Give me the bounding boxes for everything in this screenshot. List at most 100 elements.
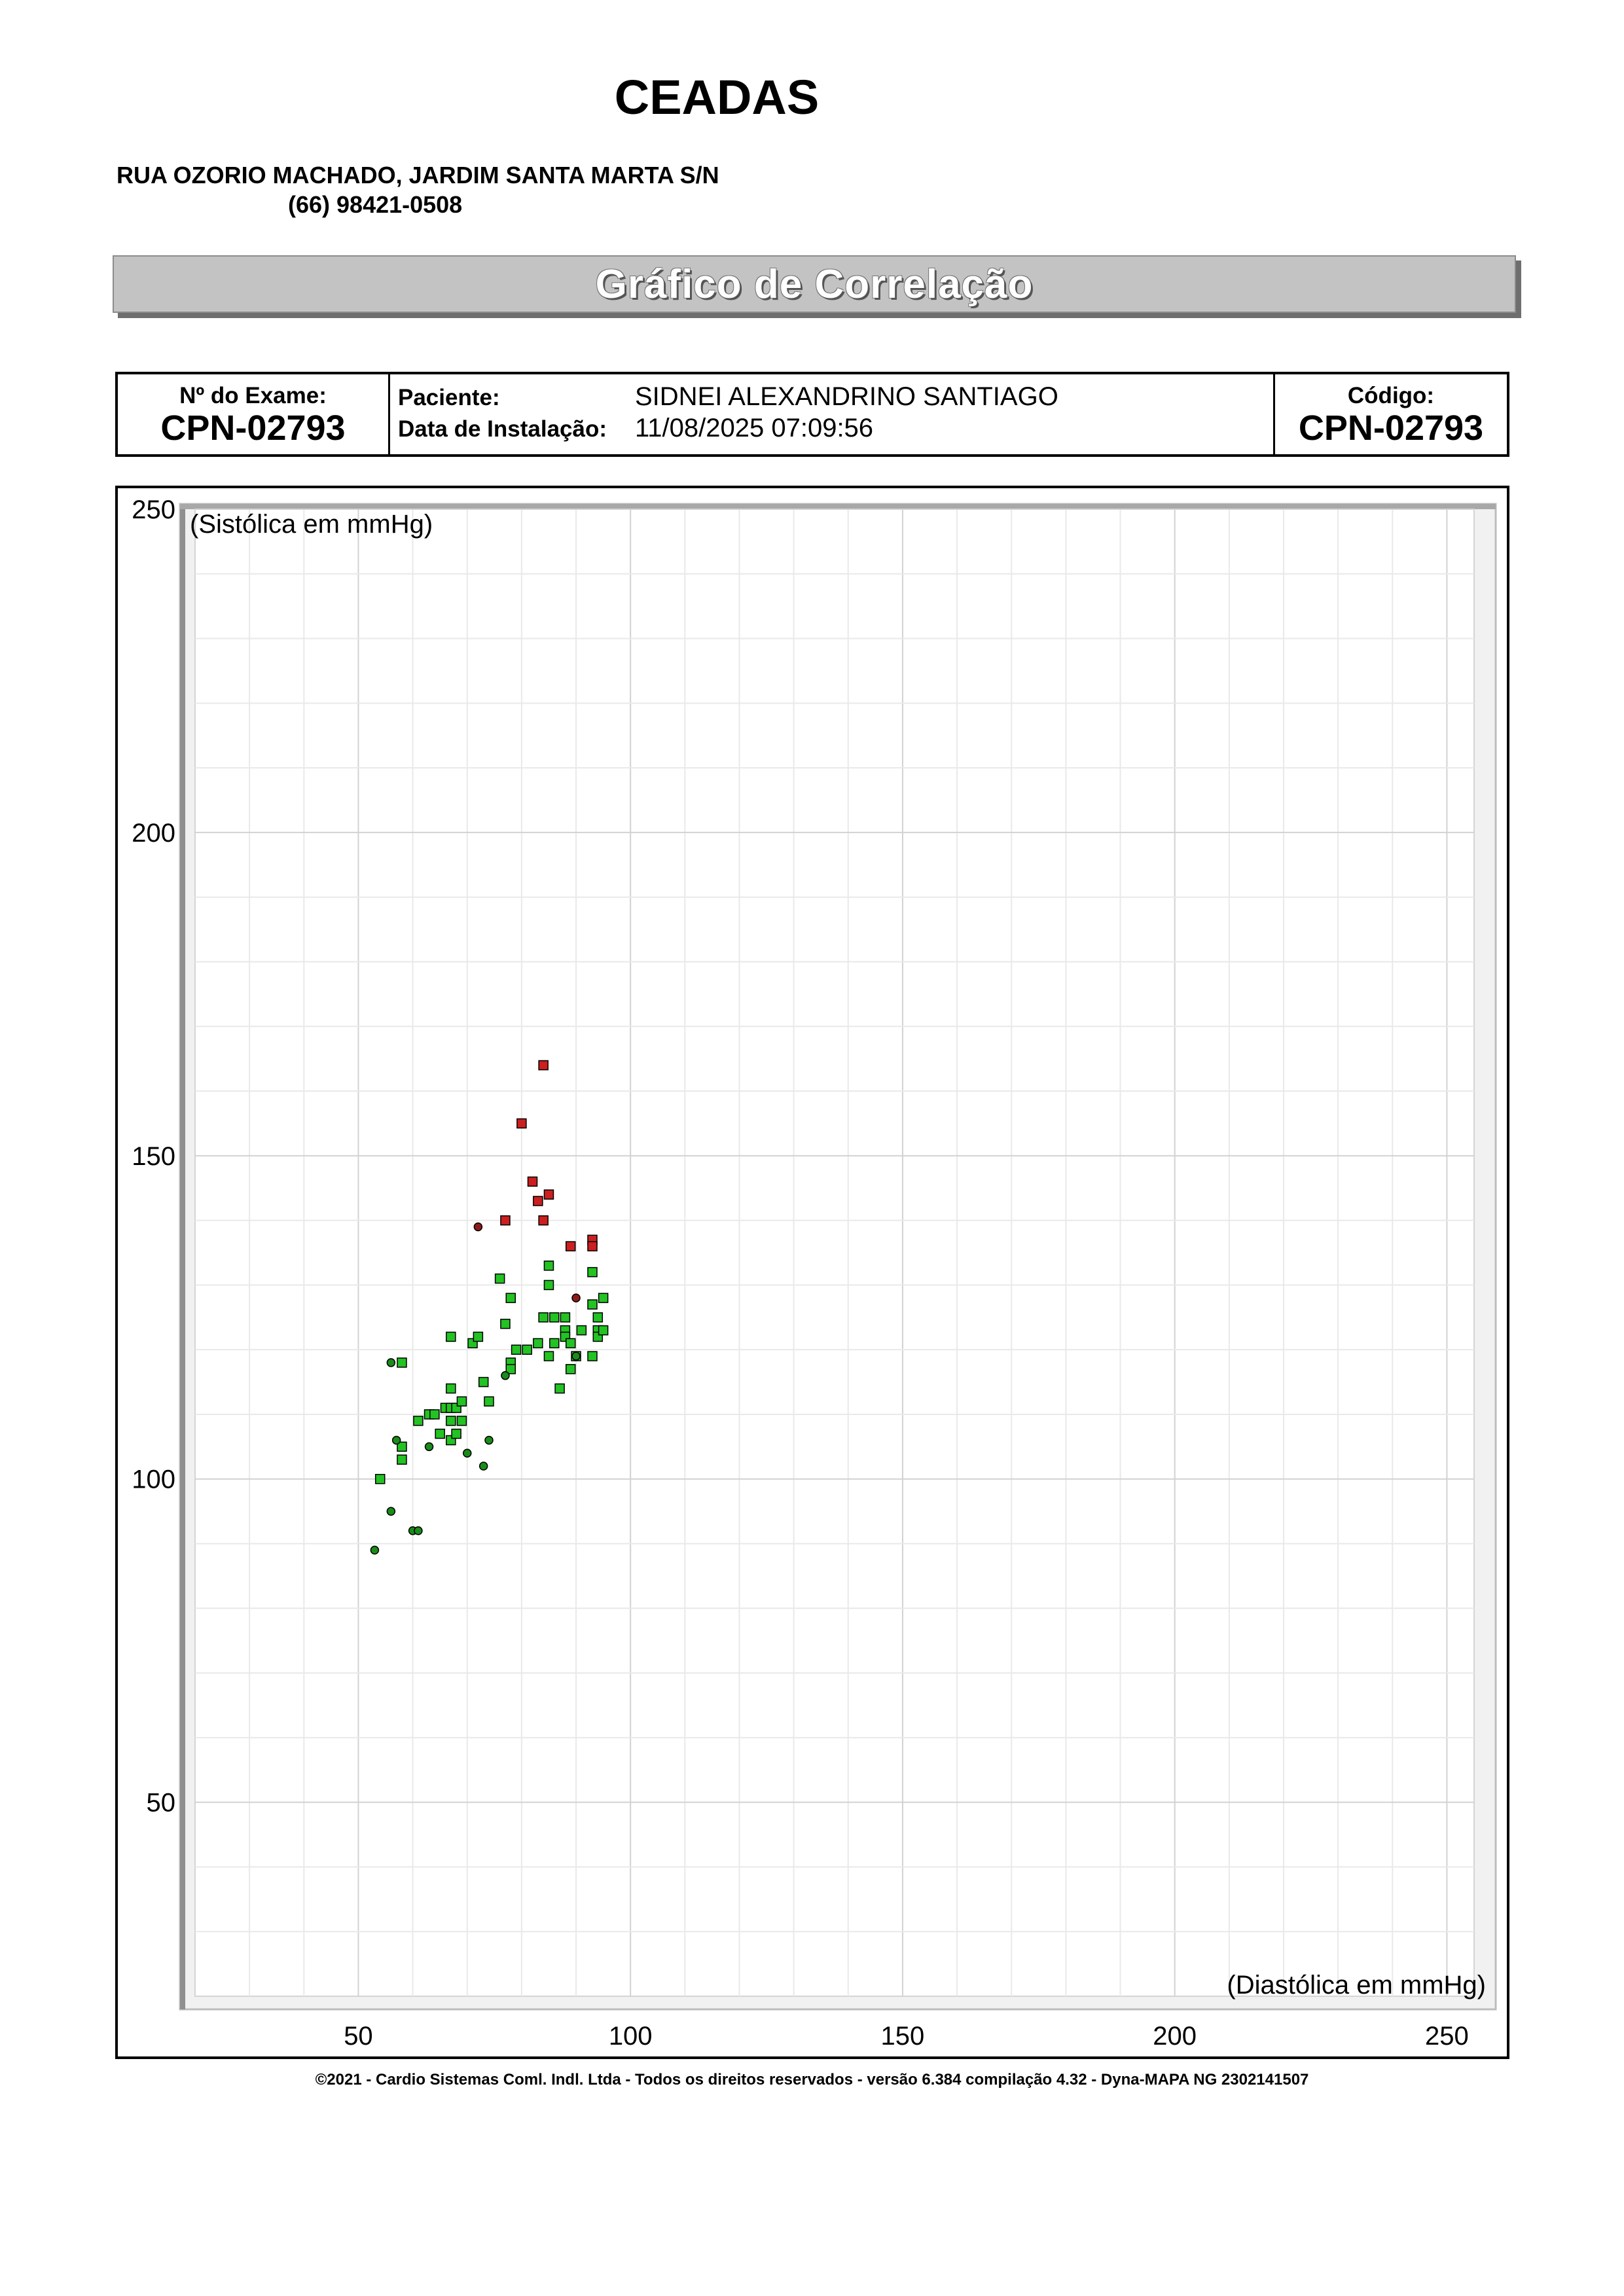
data-point-square <box>565 1364 576 1374</box>
copyright-footer: ©2021 - Cardio Sistemas Coml. Indl. Ltda… <box>315 2071 1309 2089</box>
data-point-square <box>538 1060 549 1071</box>
data-point-square <box>549 1338 560 1349</box>
data-point-circle <box>484 1435 494 1445</box>
data-point-square <box>587 1299 598 1310</box>
data-point-square <box>533 1338 543 1349</box>
data-point-square <box>473 1331 484 1342</box>
data-point-square <box>565 1241 576 1251</box>
data-point-square <box>543 1261 554 1271</box>
data-point-square <box>533 1196 543 1206</box>
grid <box>195 509 1474 1996</box>
data-point-circle <box>478 1462 488 1471</box>
data-point-square <box>522 1344 532 1355</box>
data-point-square <box>456 1416 467 1426</box>
exam-info-table: Nº do Exame: CPN-02793 Paciente: SIDNEI … <box>115 372 1509 457</box>
data-point-square <box>397 1357 407 1368</box>
x-axis-label: (Diastólica em mmHg) <box>1227 1971 1486 2000</box>
data-point-square <box>587 1266 598 1278</box>
code-cell: Código: CPN-02793 <box>1275 374 1507 454</box>
install-date-label: Data de Instalação: <box>398 416 607 442</box>
data-point-square <box>527 1176 538 1187</box>
data-point-square <box>446 1416 456 1426</box>
data-point-square <box>494 1273 505 1284</box>
data-point-circle <box>571 1352 581 1361</box>
data-point-square <box>511 1344 522 1355</box>
data-point-square <box>554 1383 565 1394</box>
correlation-chart: 50 100 150 200 250 50 100 150 200 250 (Sistólica … <box>115 486 1509 2059</box>
data-point-square <box>478 1376 489 1388</box>
data-point-circle <box>462 1448 472 1458</box>
data-point-square <box>576 1325 587 1336</box>
y-tick-label: 150 <box>132 1142 175 1171</box>
y-axis-label: (Sistólica em mmHg) <box>190 510 433 539</box>
x-tick-label: 250 <box>1425 2022 1469 2051</box>
plot-area <box>194 509 1475 1997</box>
data-point-square <box>446 1331 456 1342</box>
patient-cell: Paciente: SIDNEI ALEXANDRINO SANTIAGO Da… <box>390 374 1275 454</box>
install-date-value: 11/08/2025 07:09:56 <box>635 414 874 442</box>
data-point-circle <box>571 1293 581 1302</box>
data-point-square <box>451 1428 461 1439</box>
data-point-square <box>505 1293 516 1303</box>
data-point-square <box>484 1396 494 1407</box>
plot-bevel-top <box>180 504 1496 509</box>
data-point-circle <box>386 1507 396 1516</box>
data-point-square <box>587 1241 598 1251</box>
report-banner: Gráfico de Correlação <box>113 255 1516 313</box>
clinic-address: RUA OZORIO MACHADO, JARDIM SANTA MARTA S… <box>117 162 719 188</box>
report-title: Gráfico de Correlação <box>595 261 1034 307</box>
data-point-square <box>413 1416 424 1426</box>
data-point-square <box>543 1189 554 1200</box>
data-point-square <box>374 1473 386 1484</box>
x-tick-label: 50 <box>344 2022 373 2051</box>
exam-number-cell: Nº do Exame: CPN-02793 <box>118 374 390 454</box>
data-point-circle <box>386 1358 396 1367</box>
data-point-square <box>500 1215 511 1226</box>
data-point-square <box>587 1351 598 1361</box>
data-point-square <box>543 1280 554 1291</box>
data-point-square <box>565 1338 576 1349</box>
y-tick-label: 100 <box>132 1465 175 1494</box>
data-point-circle <box>473 1222 483 1232</box>
data-point-square <box>435 1428 445 1439</box>
data-point-circle <box>414 1526 423 1535</box>
data-point-square <box>543 1351 554 1361</box>
x-tick-label: 100 <box>609 2022 653 2051</box>
x-tick-label: 200 <box>1153 2022 1197 2051</box>
data-point-square <box>538 1215 549 1226</box>
y-tick-label: 250 <box>132 495 175 524</box>
y-tick-label: 200 <box>132 819 175 848</box>
data-point-square <box>505 1364 516 1374</box>
y-tick-label: 50 <box>147 1789 176 1818</box>
data-point-square <box>397 1441 407 1452</box>
plot-bevel-left <box>180 504 185 2009</box>
data-point-square <box>397 1454 407 1465</box>
data-point-circle <box>391 1435 401 1445</box>
data-point-circle <box>424 1442 434 1452</box>
code-label: Código: <box>1347 383 1435 408</box>
data-points <box>370 1060 609 1555</box>
exam-number-value: CPN-02793 <box>160 408 346 448</box>
data-point-square <box>538 1312 549 1323</box>
patient-name: SIDNEI ALEXANDRINO SANTIAGO <box>635 382 1058 411</box>
axes: 50 100 150 200 250 50 100 150 200 250 <box>132 495 1469 2051</box>
data-point-square <box>598 1293 609 1303</box>
data-point-circle <box>370 1545 380 1555</box>
data-point-square <box>592 1312 604 1323</box>
data-point-square <box>598 1325 609 1336</box>
data-point-circle <box>501 1371 510 1380</box>
data-point-square <box>456 1396 467 1407</box>
data-point-square <box>549 1312 560 1323</box>
data-point-square <box>429 1409 440 1420</box>
data-point-square <box>516 1118 527 1129</box>
clinic-phone: (66) 98421-0508 <box>288 191 463 218</box>
exam-number-label: Nº do Exame: <box>179 383 327 408</box>
patient-label: Paciente: <box>398 385 500 410</box>
clinic-name: CEADAS <box>614 70 820 124</box>
data-point-square <box>560 1312 571 1323</box>
correlation-chart-svg: 50 100 150 200 250 50 100 150 200 250 (Sistólica … <box>132 495 1497 2051</box>
code-value: CPN-02793 <box>1298 408 1484 448</box>
data-point-square <box>500 1318 511 1329</box>
data-point-square <box>446 1383 456 1394</box>
x-tick-label: 150 <box>881 2022 925 2051</box>
